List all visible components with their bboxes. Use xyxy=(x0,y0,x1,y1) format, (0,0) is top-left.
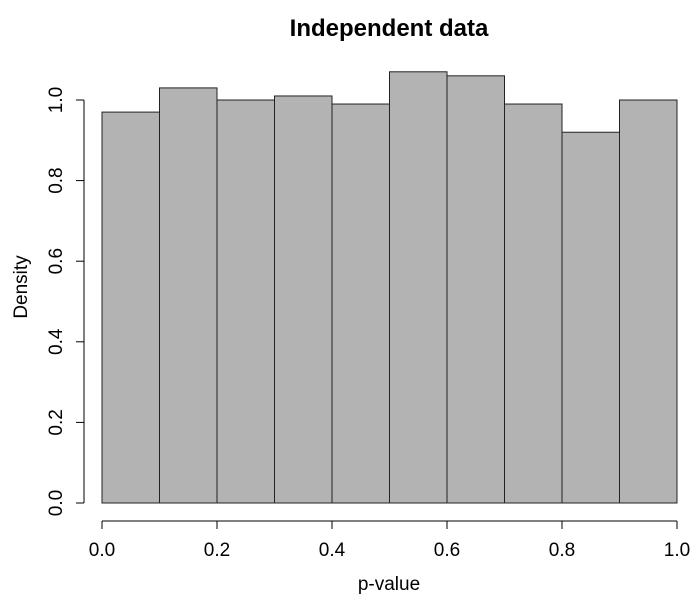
y-tick-label: 0.8 xyxy=(46,167,67,193)
y-tick-label: 1.0 xyxy=(46,87,67,113)
histogram-bar-9 xyxy=(561,131,620,504)
y-tick-label: 0.0 xyxy=(46,490,67,516)
histogram-bar-8 xyxy=(504,103,563,504)
histogram-bar-3 xyxy=(216,99,275,504)
y-axis: 0.0 0.2 0.4 0.6 0.8 1.0 xyxy=(46,87,85,516)
histogram-bar-2 xyxy=(159,87,218,504)
bars-group xyxy=(101,71,678,504)
histogram-bar-10 xyxy=(619,99,678,504)
x-tick-label: 0.2 xyxy=(204,540,230,561)
x-axis-label: p-value xyxy=(358,574,420,595)
x-tick-label: 0.6 xyxy=(434,540,460,561)
histogram-bar-7 xyxy=(446,75,505,504)
y-axis-label: Density xyxy=(11,255,32,319)
histogram-bar-6 xyxy=(389,71,448,504)
histogram-bar-4 xyxy=(274,95,333,504)
histogram-bar-5 xyxy=(331,103,390,504)
x-tick-label: 1.0 xyxy=(664,540,690,561)
x-tick-label: 0.0 xyxy=(89,540,115,561)
y-tick-label: 0.4 xyxy=(46,328,67,355)
y-tick-label: 0.6 xyxy=(46,248,67,274)
x-axis: 0.0 0.2 0.4 0.6 0.8 1.0 xyxy=(89,520,690,561)
x-tick-label: 0.4 xyxy=(319,540,346,561)
x-tick-label: 0.8 xyxy=(549,540,575,561)
histogram-bar-1 xyxy=(101,111,160,504)
y-tick-label: 0.2 xyxy=(46,409,67,435)
chart-title: Independent data xyxy=(290,15,489,42)
